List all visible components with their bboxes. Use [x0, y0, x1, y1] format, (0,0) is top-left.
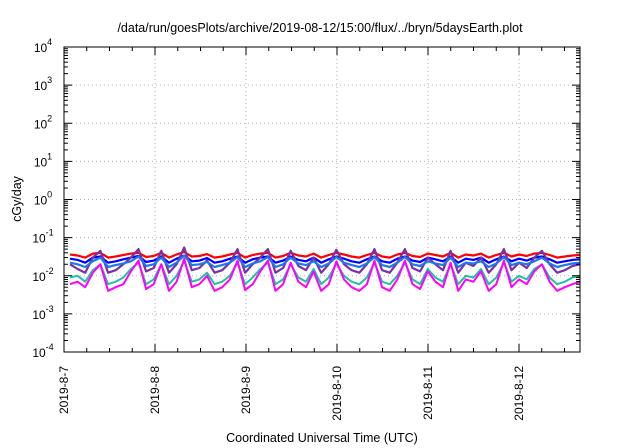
y-tick-exponent: 0: [47, 190, 52, 200]
y-tick-label: 101: [34, 151, 52, 169]
y-tick-label: 10-3: [32, 304, 53, 322]
plot-frame: [63, 46, 581, 353]
x-tick-label: 2019-8-7: [57, 366, 71, 414]
grid: [64, 47, 580, 352]
x-tick-label: 2019-8-9: [239, 366, 253, 414]
y-axis-label: cGy/day: [10, 175, 24, 222]
y-tick-label: 102: [34, 113, 52, 131]
x-tick-label: 2019-8-8: [148, 366, 162, 414]
y-tick-label: 10-4: [32, 342, 53, 360]
series-line-0: [69, 250, 581, 259]
series-line-2: [69, 246, 581, 274]
series-line-1: [69, 254, 581, 264]
x-axis: 2019-8-7 2019-8-8 2019-8-9 2019-8-10 2019-8-…: [57, 47, 565, 421]
x-axis-label: Coordinated Universal Time (UTC): [226, 431, 418, 445]
x-tick-label: 2019-8-10: [330, 366, 344, 421]
y-tick-exponent: 2: [47, 113, 52, 123]
series-line-4: [69, 260, 581, 286]
y-tick-exponent: -2: [46, 266, 54, 276]
y-tick-exponent: 4: [47, 37, 52, 47]
series-layer: [69, 246, 581, 292]
y-tick-exponent: -1: [46, 228, 54, 238]
series-line-5: [69, 257, 581, 292]
y-tick-label: 10-2: [32, 266, 53, 284]
chart-title: /data/run/goesPlots/archive/2019-08-12/1…: [117, 21, 523, 35]
y-tick-label: 10-1: [32, 228, 53, 246]
y-tick-exponent: -3: [46, 304, 54, 314]
y-tick-label: 104: [34, 37, 52, 55]
series-line-3: [69, 254, 581, 269]
y-tick-exponent: 1: [47, 151, 52, 161]
x-tick-label: 2019-8-11: [421, 366, 435, 420]
y-tick-label: 103: [34, 75, 52, 93]
y-tick-label: 100: [34, 190, 52, 208]
y-tick-exponent: -4: [46, 342, 54, 352]
y-tick-exponent: 3: [47, 75, 52, 85]
x-tick-label: 2019-8-12: [512, 366, 526, 421]
